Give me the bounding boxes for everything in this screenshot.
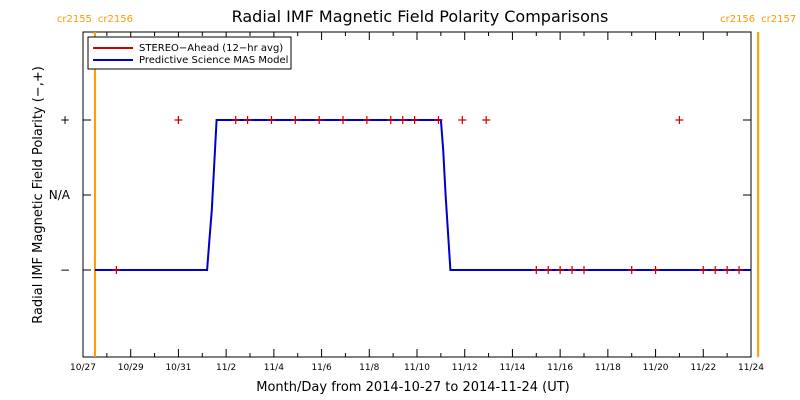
carrington-label-left: cr2156 [720, 14, 755, 25]
x-tick-label: 11/6 [311, 363, 331, 373]
x-tick-label: 11/16 [547, 363, 573, 373]
y-tick-label: + [60, 113, 70, 127]
legend-label-stereo: STEREO−Ahead (12−hr avg) [139, 43, 283, 54]
x-tick-label: 10/29 [118, 363, 144, 373]
y-axis-label: Radial IMF Magnetic Field Polarity (−,+) [31, 66, 46, 324]
x-tick-label: 11/4 [264, 363, 284, 373]
x-axis-label: Month/Day from 2014-10-27 to 2014-11-24 … [256, 380, 569, 395]
x-tick-label: 11/20 [643, 363, 669, 373]
carrington-label-left: cr2155 [57, 14, 92, 25]
x-tick-label: 11/24 [738, 363, 764, 373]
x-tick-label: 11/14 [499, 363, 525, 373]
x-tick-label: 10/27 [70, 363, 96, 373]
carrington-label-right: cr2157 [761, 14, 796, 25]
carrington-label-right: cr2156 [98, 14, 133, 25]
y-tick-label: N/A [49, 188, 71, 202]
legend: STEREO−Ahead (12−hr avg) Predictive Scie… [88, 37, 291, 69]
x-tick-label: 11/2 [216, 363, 236, 373]
x-tick-label: 10/31 [165, 363, 191, 373]
x-tick-label: 11/22 [690, 363, 716, 373]
legend-label-model: Predictive Science MAS Model [139, 55, 288, 66]
x-tick-label: 11/8 [359, 363, 379, 373]
x-tick-label: 11/18 [595, 363, 621, 373]
chart-title: Radial IMF Magnetic Field Polarity Compa… [232, 7, 609, 26]
x-tick-label: 11/10 [404, 363, 430, 373]
y-tick-label: − [60, 263, 70, 277]
x-tick-label: 11/12 [452, 363, 478, 373]
